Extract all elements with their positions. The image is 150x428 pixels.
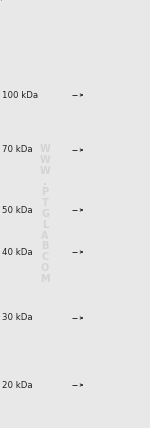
Text: 40 kDa: 40 kDa [2,247,33,256]
Text: 100 kDa: 100 kDa [2,90,38,99]
Text: 50 kDa: 50 kDa [2,205,33,214]
Text: 30 kDa: 30 kDa [2,313,33,323]
Text: 20 kDa: 20 kDa [2,380,33,389]
Text: 70 kDa: 70 kDa [2,146,33,155]
Text: W
W
W
.
P
T
G
L
A
B
C
O
M: W W W . P T G L A B C O M [40,144,50,284]
